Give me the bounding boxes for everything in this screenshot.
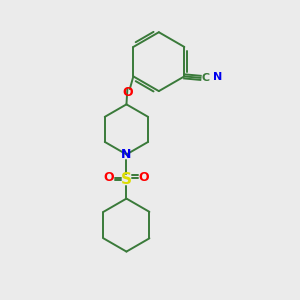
Text: N: N bbox=[213, 72, 222, 82]
Text: O: O bbox=[103, 172, 114, 184]
Text: S: S bbox=[121, 172, 132, 187]
Text: O: O bbox=[122, 86, 133, 99]
Text: C: C bbox=[202, 73, 210, 83]
Text: N: N bbox=[121, 148, 132, 161]
Text: O: O bbox=[139, 172, 149, 184]
